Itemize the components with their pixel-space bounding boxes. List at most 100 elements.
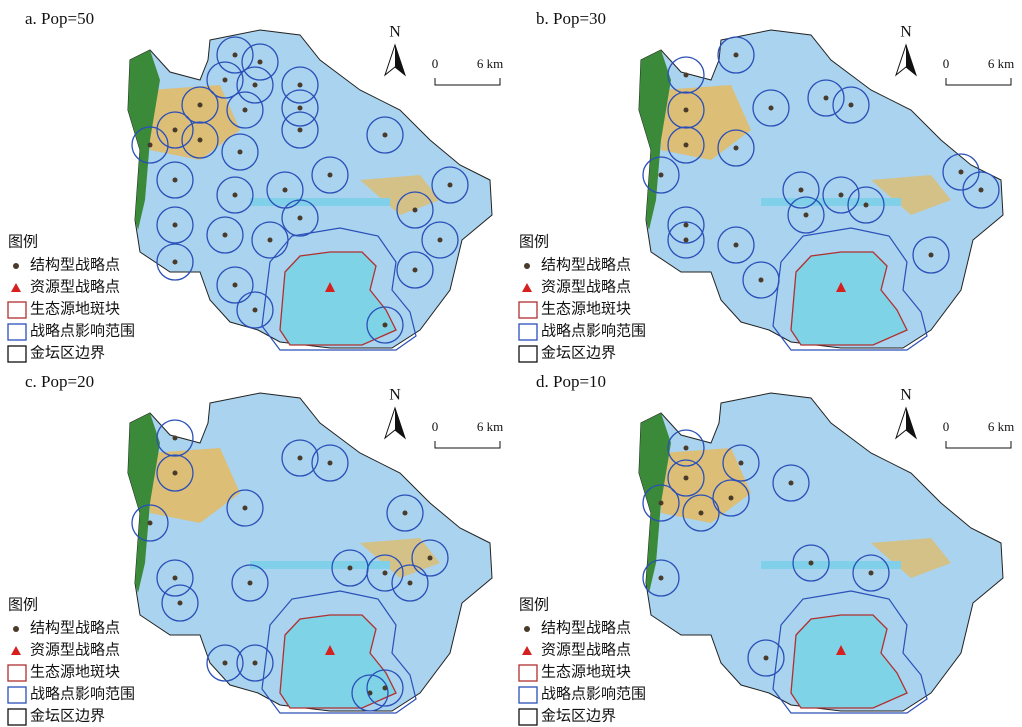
structural-point (413, 208, 418, 213)
structural-point (148, 143, 153, 148)
structural-point (684, 238, 689, 243)
river (761, 561, 901, 569)
legend-item: 金坛区边界 (541, 344, 616, 361)
legend-item: 结构型战略点 (541, 619, 631, 636)
legend-item: 结构型战略点 (541, 256, 631, 273)
legend-item: 战略点影响范围 (541, 685, 646, 702)
legend-symbol (8, 709, 26, 725)
scale-start: 0 (943, 56, 950, 71)
legend-symbol (11, 283, 21, 292)
structural-point (659, 501, 664, 506)
legend-symbol (8, 687, 26, 703)
legend-item: 生态源地斑块 (541, 663, 631, 680)
structural-point (173, 260, 178, 265)
structural-point (408, 581, 413, 586)
structural-point (929, 253, 934, 258)
structural-point (298, 83, 303, 88)
figure: a. Pop=50N06 km图例结构型战略点资源型战略点生态源地斑块战略点影响… (0, 0, 1022, 727)
structural-point (684, 446, 689, 451)
legend-symbol (13, 263, 19, 269)
structural-point (248, 581, 253, 586)
structural-point (428, 556, 433, 561)
scale-end: 6 km (477, 56, 503, 71)
legend-item: 资源型战略点 (541, 278, 631, 295)
legend-symbol (522, 646, 532, 655)
structural-point (869, 571, 874, 576)
structural-point (764, 656, 769, 661)
structural-point (804, 213, 809, 218)
structural-point (734, 146, 739, 151)
structural-point (173, 436, 178, 441)
legend-title: 图例 (519, 596, 549, 613)
structural-point (383, 571, 388, 576)
structural-point (684, 223, 689, 228)
legend-symbol (8, 346, 26, 362)
structural-point (268, 238, 273, 243)
north-arrow-half (395, 45, 405, 75)
structural-point (173, 128, 178, 133)
structural-point (659, 576, 664, 581)
legend-item: 战略点影响范围 (30, 685, 135, 702)
legend-symbol (13, 626, 19, 632)
river (761, 198, 901, 206)
legend-item: 资源型战略点 (30, 641, 120, 658)
legend-symbol (519, 687, 537, 703)
structural-point (734, 243, 739, 248)
legend-symbol (8, 665, 26, 681)
legend-symbol (11, 646, 21, 655)
structural-point (173, 471, 178, 476)
scale-bar (946, 441, 1011, 448)
legend-symbol (524, 263, 530, 269)
legend-symbol (8, 324, 26, 340)
structural-point (298, 128, 303, 133)
north-label: N (389, 24, 401, 41)
scale-end: 6 km (988, 56, 1014, 71)
structural-point (253, 83, 258, 88)
structural-point (233, 283, 238, 288)
structural-point (739, 461, 744, 466)
structural-point (223, 661, 228, 666)
legend-title: 图例 (8, 596, 38, 613)
north-label: N (900, 387, 912, 404)
structural-point (684, 108, 689, 113)
scale-start: 0 (943, 419, 950, 434)
north-label: N (389, 387, 401, 404)
structural-point (759, 278, 764, 283)
legend-title: 图例 (519, 233, 549, 250)
structural-point (233, 53, 238, 58)
scale-start: 0 (432, 419, 439, 434)
structural-point (849, 103, 854, 108)
legend-item: 金坛区边界 (541, 707, 616, 724)
structural-point (383, 686, 388, 691)
legend-item: 金坛区边界 (30, 344, 105, 361)
structural-point (403, 511, 408, 516)
structural-point (383, 323, 388, 328)
structural-point (198, 138, 203, 143)
legend-item: 生态源地斑块 (30, 663, 120, 680)
structural-point (864, 203, 869, 208)
structural-point (328, 173, 333, 178)
scale-end: 6 km (477, 419, 503, 434)
structural-point (839, 193, 844, 198)
structural-point (298, 216, 303, 221)
structural-point (729, 496, 734, 501)
legend-symbol (524, 626, 530, 632)
legend-item: 金坛区边界 (30, 707, 105, 724)
structural-point (283, 188, 288, 193)
legend-item: 结构型战略点 (30, 256, 120, 273)
structural-point (173, 576, 178, 581)
legend-symbol (519, 709, 537, 725)
legend-symbol (519, 665, 537, 681)
structural-point (699, 511, 704, 516)
legend-symbol (519, 302, 537, 318)
panel-title: d. Pop=10 (536, 372, 606, 391)
panel-title: a. Pop=50 (25, 9, 94, 28)
structural-point (298, 456, 303, 461)
map-panel: b. Pop=30N06 km图例结构型战略点资源型战略点生态源地斑块战略点影响… (519, 9, 1014, 362)
north-label: N (900, 24, 912, 41)
map-panel: c. Pop=20N06 km图例结构型战略点资源型战略点生态源地斑块战略点影响… (8, 372, 503, 725)
structural-point (959, 170, 964, 175)
structural-point (223, 78, 228, 83)
